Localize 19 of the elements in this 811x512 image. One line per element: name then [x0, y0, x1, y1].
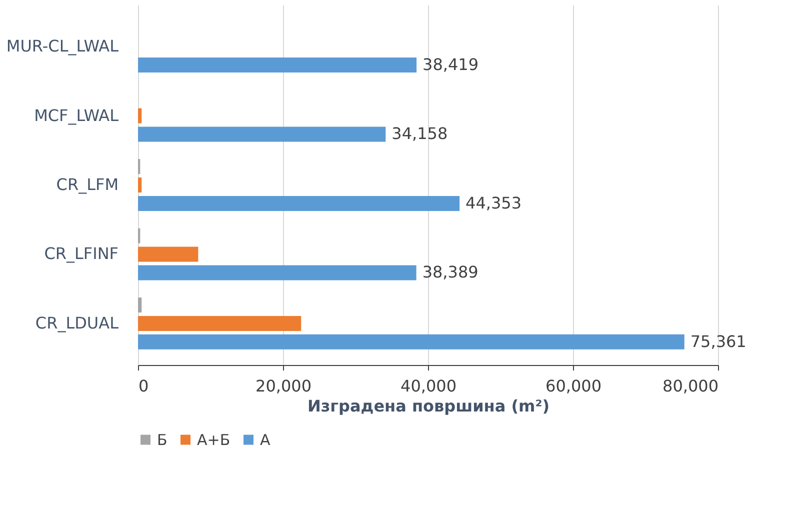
x-tick-label: 80,000	[662, 376, 718, 396]
x-tick-label: 20,000	[256, 376, 312, 396]
legend-label: А+Б	[197, 430, 230, 449]
x-tick-label: 0	[138, 376, 149, 396]
y-tick-label: MUR-CL_LWAL	[6, 36, 119, 56]
data-label: 75,361	[690, 332, 746, 351]
data-label: 34,158	[392, 124, 448, 144]
legend-label: А	[260, 430, 271, 449]
y-tick-label: CR_LFM	[56, 175, 118, 194]
data-label: 38,389	[422, 262, 478, 282]
y-tick-label: CR_LDUAL	[35, 313, 119, 332]
x-tick-label: 40,000	[400, 376, 456, 396]
y-tick-label: CR_LFINF	[44, 244, 118, 264]
y-tick-label: MCF_LWAL	[34, 106, 119, 125]
data-label: 38,419	[422, 55, 479, 74]
x-axis-title: Изградена површина (m²)	[307, 396, 550, 416]
data-label: 44,353	[466, 193, 522, 212]
legend-label: Б	[157, 430, 168, 449]
x-tick-label: 60,000	[546, 376, 602, 396]
